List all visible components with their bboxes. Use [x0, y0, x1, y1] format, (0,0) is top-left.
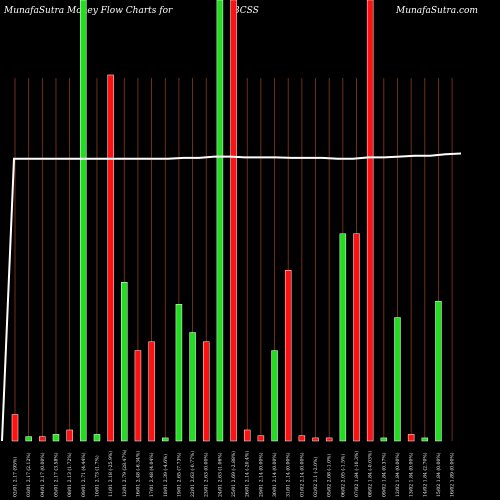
bar	[380, 437, 388, 442]
bar	[11, 414, 19, 442]
bar	[216, 0, 224, 442]
bar	[243, 429, 251, 442]
bar	[66, 429, 73, 442]
bar	[339, 233, 347, 442]
x-tick-label: 12/01 2.79 (28.47%)	[121, 449, 128, 497]
x-tick-label: 22/01 2.63 (-0.77%)	[189, 451, 196, 497]
x-tick-label: 18/01 2.39 (-4.6%)	[162, 454, 169, 497]
bar	[39, 436, 46, 442]
x-tick-label: 23/01 2.63 (0.00%)	[203, 452, 210, 497]
x-tick-label: 29/01 2.14 (0.00%)	[257, 452, 264, 497]
x-tick-label: 13/02 1.84 (0.00%)	[408, 452, 415, 497]
x-tick-label: 15/02 1.84 (0.00%)	[435, 452, 442, 497]
bar	[121, 281, 128, 442]
bar	[271, 350, 278, 442]
x-tick-label: 10/01 2.73 (1.7%)	[93, 455, 100, 497]
bar	[175, 304, 183, 442]
header-left-title: MunafaSutra Money Flow Charts for	[3, 6, 173, 16]
x-tick-label: 09/01 2.71 (4.44%)	[80, 452, 87, 497]
bar	[107, 74, 114, 442]
x-tick-label: 09/02 1.84 (0.37%)	[380, 452, 387, 497]
x-tick-label: 02/02 2.1 (-2.0%)	[312, 457, 319, 497]
bar	[421, 437, 429, 442]
bar	[298, 435, 306, 442]
x-tick-label: 16/01 2.48 (-6.34%)	[134, 451, 141, 497]
x-tick-label: 05/02 2.08 (-1.0%)	[326, 454, 333, 497]
bar	[257, 435, 265, 442]
header-site: MunafaSutra.com	[395, 6, 478, 16]
bar	[366, 0, 374, 442]
x-tick-label: 04/01 2.17 (0.00%)	[39, 452, 46, 497]
x-tick-label: 03/01 2.17 (2.12%)	[25, 452, 32, 497]
bar	[284, 270, 292, 442]
x-tick-label: 25/01 2.69 (-2.88%)	[230, 451, 237, 497]
x-tick-label: 31/01 2.14 (0.00%)	[285, 452, 292, 497]
x-tick-label: 12/02 1.84 (0.00%)	[394, 452, 401, 497]
bar	[148, 341, 155, 442]
x-tick-label: 08/02 1.84 (-0.03%)	[367, 451, 374, 497]
bar	[202, 341, 210, 442]
bar	[93, 434, 101, 442]
x-tick-label: 01/02 2.14 (0.00%)	[298, 452, 305, 497]
x-tick-label: 11/01 2.18 (-25.9%)	[107, 451, 114, 497]
bar	[407, 434, 415, 442]
x-tick-label: 05/01 2.17 (3.58%)	[52, 452, 59, 497]
x-tick-label: 14/02 1.84 (2.70%)	[421, 452, 428, 497]
x-tick-label: 26/01 2.14 (-20.4%)	[244, 451, 251, 497]
money-flow-bars	[11, 0, 442, 442]
bar	[325, 437, 333, 442]
header-symbol: BCSS	[232, 6, 259, 16]
price-line	[1, 152, 462, 442]
x-tick-label: 24/01 2.63 (1.06%)	[216, 452, 223, 497]
x-tick-label: 08/01 2.13 (1.72%)	[66, 452, 73, 497]
x-tick-label: 17/01 2.48 (4.04%)	[148, 452, 155, 497]
x-tick-label: 30/01 2.14 (0.00%)	[271, 452, 278, 497]
bar	[189, 332, 196, 442]
x-tick-label: 06/02 2.05 (-1.5%)	[339, 454, 346, 497]
bar	[80, 0, 87, 442]
bar	[353, 233, 360, 442]
x-axis-tick-labels: 02/01 2.17 (95%) 03/01 2.17 (2.12%) 04/01 …	[12, 449, 456, 497]
bar	[134, 350, 142, 442]
bar	[312, 437, 319, 442]
price-line-path	[1, 152, 462, 442]
bar	[25, 436, 32, 442]
x-tick-label: 16/02 1.89 (0.00%)	[449, 452, 456, 497]
bar	[52, 434, 60, 442]
x-tick-label: 02/01 2.17 (95%)	[12, 457, 19, 497]
bar	[230, 0, 237, 442]
bar	[162, 437, 169, 442]
x-tick-label: 07/02 1.84 (-10.3%)	[353, 451, 360, 497]
x-tick-label: 19/01 2.65 (7.73%)	[175, 452, 182, 497]
bar	[435, 300, 442, 442]
bar	[394, 317, 401, 442]
